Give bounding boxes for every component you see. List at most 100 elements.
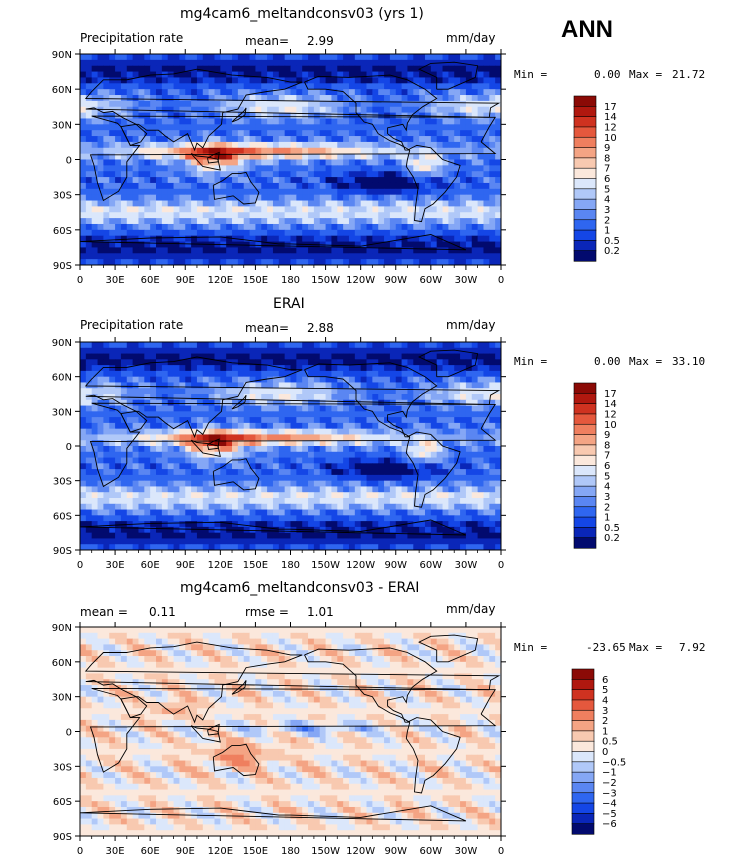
field-cell bbox=[477, 71, 484, 78]
field-cell bbox=[97, 515, 104, 522]
field-cell bbox=[91, 147, 98, 155]
field-cell bbox=[419, 89, 426, 96]
field-cell bbox=[407, 130, 414, 137]
field-cell bbox=[331, 469, 338, 476]
field-cell bbox=[115, 253, 122, 260]
field-cell bbox=[261, 515, 268, 522]
field-cell bbox=[325, 417, 332, 424]
field-cell bbox=[395, 212, 402, 219]
field-cell bbox=[302, 118, 309, 125]
field-cell bbox=[220, 118, 227, 125]
field-cell bbox=[91, 509, 98, 516]
field-cell bbox=[448, 241, 455, 248]
field-cell bbox=[85, 188, 93, 196]
field-cell bbox=[267, 206, 274, 213]
field-cell bbox=[243, 370, 250, 378]
field-cell bbox=[144, 405, 151, 412]
field-cell bbox=[97, 59, 104, 67]
field-cell bbox=[109, 89, 116, 96]
field-cell bbox=[126, 388, 134, 395]
panel1-min-value: 0.00 bbox=[594, 68, 621, 81]
field-cell bbox=[360, 235, 367, 242]
field-cell bbox=[109, 480, 116, 487]
field-cell bbox=[348, 59, 356, 67]
field-cell bbox=[471, 71, 479, 78]
field-cell bbox=[460, 130, 467, 137]
y-tick-label: 90N bbox=[52, 50, 72, 61]
field-cell bbox=[401, 492, 408, 499]
field-cell bbox=[267, 194, 274, 201]
field-cell bbox=[430, 515, 438, 522]
field-cell bbox=[389, 353, 397, 360]
field-cell bbox=[424, 89, 432, 96]
field-cell bbox=[97, 259, 104, 265]
field-cell bbox=[167, 136, 174, 143]
field-cell bbox=[237, 159, 245, 166]
field-cell bbox=[109, 136, 116, 143]
field-cell bbox=[144, 188, 151, 196]
field-cell bbox=[424, 463, 432, 470]
field-cell bbox=[144, 65, 151, 72]
panel2-mean-value: 2.88 bbox=[307, 321, 334, 335]
field-cell bbox=[296, 212, 303, 219]
field-cell bbox=[290, 83, 297, 90]
field-cell bbox=[150, 194, 157, 201]
field-cell bbox=[308, 405, 315, 412]
field-cell bbox=[366, 451, 373, 458]
field-cell bbox=[167, 153, 174, 160]
field-cell bbox=[354, 253, 362, 260]
field-cell bbox=[196, 370, 204, 378]
field-cell bbox=[325, 446, 332, 453]
field-cell bbox=[144, 71, 151, 78]
field-cell bbox=[255, 342, 262, 349]
field-cell bbox=[156, 141, 163, 149]
field-cell bbox=[495, 376, 501, 383]
field-cell bbox=[483, 112, 490, 119]
field-cell bbox=[407, 247, 414, 254]
field-cell bbox=[495, 440, 501, 447]
field-cell bbox=[325, 112, 332, 119]
field-cell bbox=[296, 153, 303, 160]
map-panel-1: 0 30E 60E 90E 120E 150E 180 150W 120W 90W 60W 30W 09… bbox=[52, 49, 506, 286]
field-cell bbox=[179, 223, 186, 231]
field-cell bbox=[91, 457, 98, 464]
field-cell bbox=[296, 370, 303, 378]
field-cell bbox=[395, 95, 402, 102]
field-cell bbox=[442, 147, 449, 155]
field-cell bbox=[138, 411, 145, 418]
field-cell bbox=[319, 136, 326, 143]
field-cell bbox=[237, 235, 245, 242]
field-cell bbox=[378, 457, 385, 464]
field-cell bbox=[430, 388, 438, 395]
field-cell bbox=[448, 194, 455, 201]
field-cell bbox=[430, 89, 438, 96]
field-cell bbox=[384, 353, 391, 360]
field-cell bbox=[226, 253, 233, 260]
field-cell bbox=[360, 515, 367, 522]
field-cell bbox=[191, 165, 198, 172]
field-cell bbox=[477, 457, 484, 464]
field-cell bbox=[196, 457, 204, 464]
field-cell bbox=[167, 100, 174, 108]
field-cell bbox=[372, 474, 379, 482]
field-cell bbox=[202, 259, 210, 265]
field-cell bbox=[489, 440, 496, 447]
field-cell bbox=[185, 417, 192, 424]
colorbar-box bbox=[573, 209, 597, 221]
field-cell bbox=[436, 253, 443, 260]
field-cell bbox=[126, 474, 134, 482]
field-cell bbox=[284, 235, 291, 242]
field-cell bbox=[126, 153, 134, 160]
field-cell bbox=[290, 469, 297, 476]
field-cell bbox=[337, 451, 344, 458]
field-cell bbox=[325, 486, 332, 493]
colorbar-box bbox=[573, 188, 597, 200]
field-cell bbox=[91, 342, 98, 349]
field-cell bbox=[460, 474, 467, 482]
colorbar-label: 3 bbox=[604, 205, 610, 216]
field-cell bbox=[237, 509, 245, 516]
field-cell bbox=[483, 206, 490, 213]
colorbar-label: 0.5 bbox=[604, 236, 620, 247]
field-cell bbox=[220, 136, 227, 143]
field-cell bbox=[156, 347, 163, 354]
